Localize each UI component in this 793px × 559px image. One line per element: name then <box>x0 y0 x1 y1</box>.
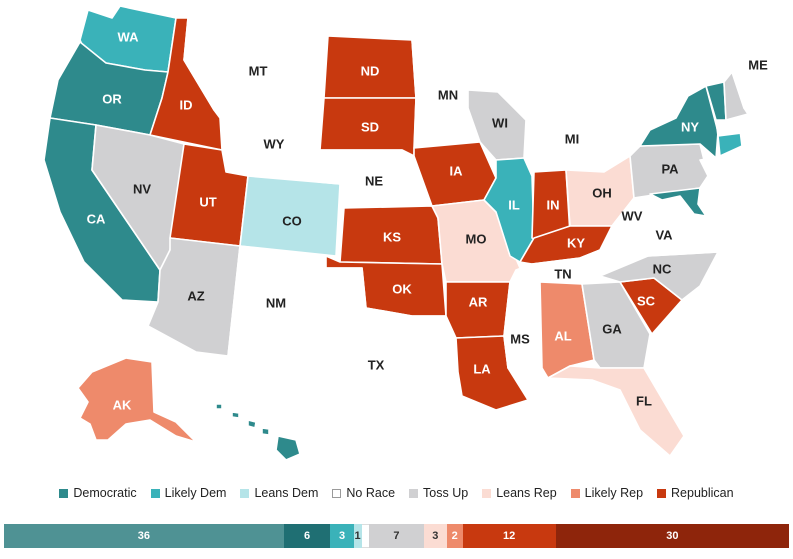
state-label-ia: IA <box>450 163 464 178</box>
state-label-me: ME <box>748 57 768 72</box>
legend-swatch <box>332 488 342 498</box>
legend-label: Likely Rep <box>584 486 644 500</box>
seat-bar-segment-9: 30 <box>555 524 789 548</box>
state-label-ut: UT <box>199 194 216 209</box>
state-label-ne: NE <box>365 173 383 188</box>
state-label-nd: ND <box>361 63 380 78</box>
state-label-ga: GA <box>602 321 622 336</box>
state-labels: WA OR CA ID NV MT WY UT AZ CO NM ND SD NE KS OK TX MN IA MO… <box>87 29 768 412</box>
legend-label: Leans Dem <box>254 486 319 500</box>
state-ak[interactable] <box>77 357 197 443</box>
legend-swatch <box>570 488 580 498</box>
state-label-mn: MN <box>438 87 458 102</box>
legend-swatch <box>482 488 492 498</box>
state-label-or: OR <box>102 91 122 106</box>
state-label-id: ID <box>180 97 193 112</box>
state-nm[interactable] <box>227 245 327 357</box>
state-label-wv: WV <box>622 208 643 223</box>
state-label-ar: AR <box>469 294 488 309</box>
legend-item-leans-dem: Leans Dem <box>240 486 318 500</box>
seat-bar-segment-4 <box>361 524 370 548</box>
state-me[interactable] <box>731 23 787 109</box>
state-label-mt: MT <box>249 63 268 78</box>
seat-bar-segment-1: 6 <box>283 524 331 548</box>
legend-item-leans-rep: Leans Rep <box>482 486 557 500</box>
state-label-nm: NM <box>266 295 286 310</box>
seat-bar-segment-7: 2 <box>446 524 463 548</box>
state-mi[interactable] <box>475 67 577 165</box>
seat-bar-segment-2: 3 <box>330 524 354 548</box>
legend-label: No Race <box>346 486 396 500</box>
state-label-il: IL <box>508 197 520 212</box>
state-label-wi: WI <box>492 115 508 130</box>
us-election-map: WA OR CA ID NV MT WY UT AZ CO NM ND SD NE KS OK TX MN IA MO… <box>44 6 787 461</box>
legend-swatch <box>657 488 667 498</box>
state-wy[interactable] <box>225 95 325 183</box>
legend-label: Republican <box>671 486 734 500</box>
state-label-tx: TX <box>368 357 385 372</box>
state-label-ak: AK <box>113 397 132 412</box>
seat-bar-segment-8: 12 <box>462 524 556 548</box>
state-label-sc: SC <box>637 293 656 308</box>
state-label-mi: MI <box>565 131 579 146</box>
state-ar[interactable] <box>445 281 511 339</box>
state-label-ks: KS <box>383 229 401 244</box>
state-label-wy: WY <box>264 136 285 151</box>
state-label-va: VA <box>655 227 673 242</box>
legend-label: Toss Up <box>423 486 469 500</box>
state-hi[interactable] <box>215 403 301 461</box>
state-fl[interactable] <box>547 365 685 457</box>
legend-label: Democratic <box>73 486 137 500</box>
state-label-nv: NV <box>133 181 151 196</box>
state-label-mo: MO <box>466 231 487 246</box>
state-label-ok: OK <box>392 281 412 296</box>
state-label-az: AZ <box>187 288 204 303</box>
state-label-ny: NY <box>681 119 699 134</box>
state-label-tn: TN <box>554 266 571 281</box>
state-label-in: IN <box>547 197 560 212</box>
legend-item-no-race: No Race <box>332 486 395 500</box>
state-label-wa: WA <box>118 29 140 44</box>
legend-item-likely-rep: Likely Rep <box>570 486 644 500</box>
legend-swatch <box>59 488 69 498</box>
state-il[interactable] <box>483 157 535 263</box>
legend-swatch <box>409 488 419 498</box>
state-co[interactable] <box>239 175 341 257</box>
state-label-sd: SD <box>361 119 379 134</box>
state-label-pa: PA <box>661 161 679 176</box>
state-label-ky: KY <box>567 235 585 250</box>
legend-item-democratic: Democratic <box>59 486 137 500</box>
state-label-ms: MS <box>510 331 530 346</box>
state-label-la: LA <box>473 361 491 376</box>
state-label-nc: NC <box>653 261 672 276</box>
legend: Democratic Likely Dem Leans Dem No Race Toss… <box>0 484 793 502</box>
state-label-oh: OH <box>592 185 612 200</box>
state-label-ca: CA <box>87 211 106 226</box>
seat-bar-segment-0: 36 <box>4 524 284 548</box>
state-md[interactable] <box>649 187 707 217</box>
legend-label: Likely Dem <box>164 486 227 500</box>
state-nh[interactable] <box>723 71 749 121</box>
legend-label: Leans Rep <box>496 486 557 500</box>
legend-swatch <box>240 488 250 498</box>
legend-swatch <box>150 488 160 498</box>
seat-bar-segment-5: 7 <box>369 524 424 548</box>
state-label-fl: FL <box>636 393 652 408</box>
state-label-al: AL <box>554 328 571 343</box>
legend-item-toss-up: Toss Up <box>409 486 468 500</box>
seat-bar-segment-3: 1 <box>353 524 362 548</box>
seat-count-bar: 36 6 3 1 7 3 2 12 30 <box>4 524 789 548</box>
state-label-co: CO <box>282 213 302 228</box>
seat-bar-segment-6: 3 <box>423 524 447 548</box>
legend-item-likely-dem: Likely Dem <box>150 486 227 500</box>
legend-item-republican: Republican <box>657 486 734 500</box>
